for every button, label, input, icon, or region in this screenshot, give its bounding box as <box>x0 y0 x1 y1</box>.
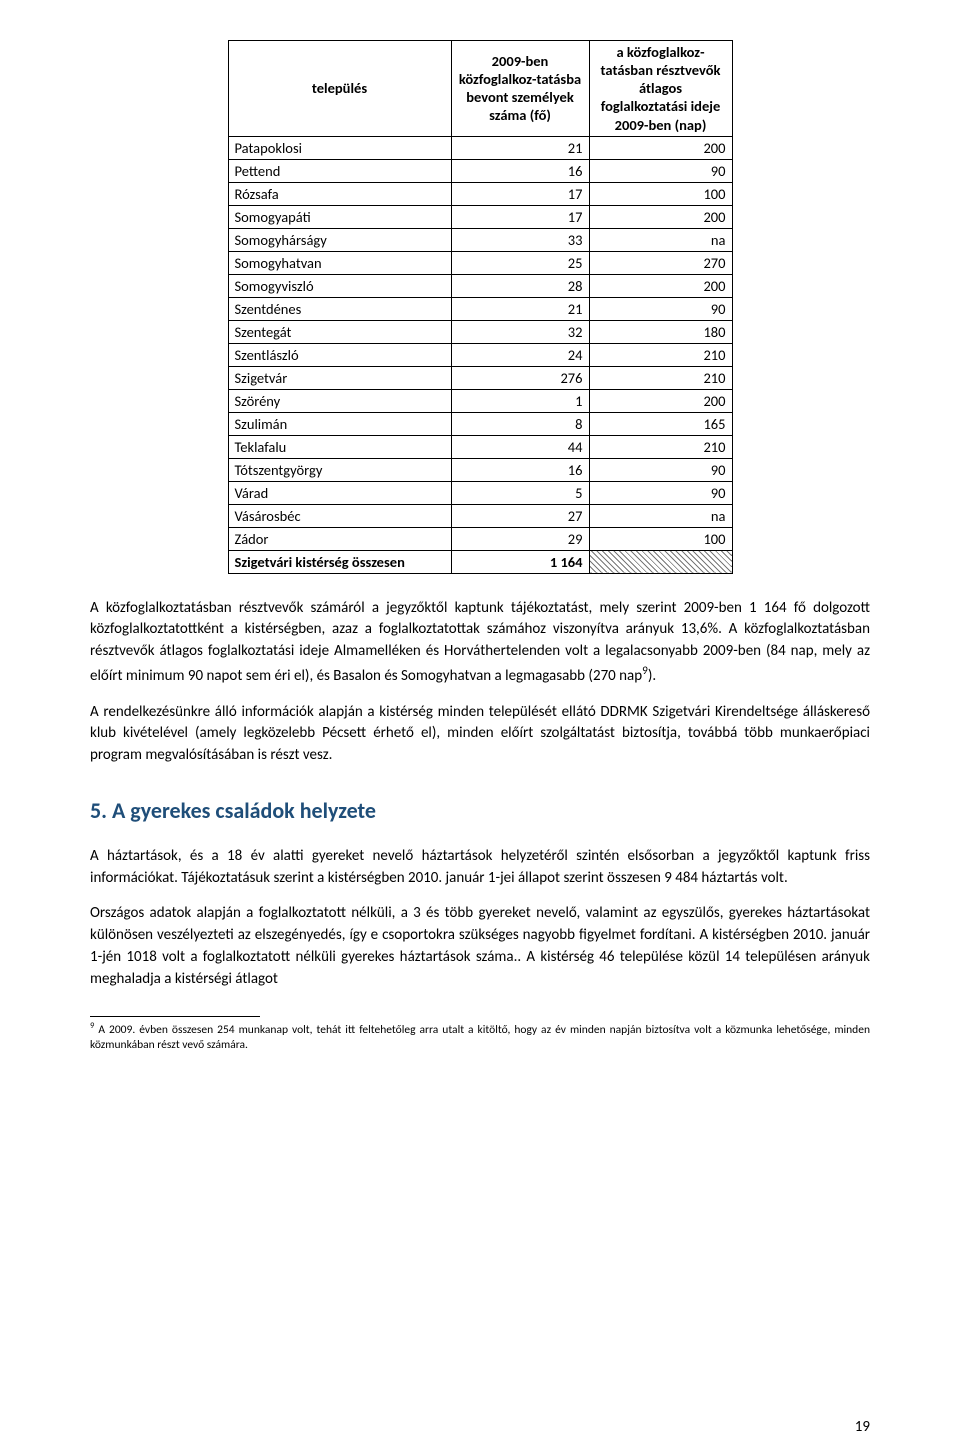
cell-count: 276 <box>451 366 589 389</box>
cell-count: 28 <box>451 274 589 297</box>
paragraph-2: A rendelkezésünkre álló információk alap… <box>90 702 870 767</box>
cell-name: Somogyhatvan <box>228 251 451 274</box>
col-header-settlement: település <box>228 41 451 137</box>
table-row: Szulimán8165 <box>228 412 732 435</box>
cell-name: Szentlászló <box>228 343 451 366</box>
paragraph-4: Országos adatok alapján a foglalkoztatot… <box>90 903 870 990</box>
table-row: Zádor29100 <box>228 527 732 550</box>
table-row: Várad590 <box>228 481 732 504</box>
cell-count: 27 <box>451 504 589 527</box>
cell-count: 25 <box>451 251 589 274</box>
cell-count: 8 <box>451 412 589 435</box>
paragraph-1: A közfoglalkoztatásban résztvevők számár… <box>90 598 870 688</box>
table-row: Szentegát32180 <box>228 320 732 343</box>
table-row: Vásárosbéc27na <box>228 504 732 527</box>
cell-days: 200 <box>589 389 732 412</box>
cell-days: 210 <box>589 435 732 458</box>
cell-days: 200 <box>589 205 732 228</box>
cell-count: 44 <box>451 435 589 458</box>
cell-name: Pettend <box>228 159 451 182</box>
cell-name: Szörény <box>228 389 451 412</box>
cell-days: 200 <box>589 274 732 297</box>
cell-name: Szentegát <box>228 320 451 343</box>
cell-days: 210 <box>589 366 732 389</box>
table-row: Somogyhatvan25270 <box>228 251 732 274</box>
table-row: Szigetvár276210 <box>228 366 732 389</box>
cell-name: Somogyhárságy <box>228 228 451 251</box>
paragraph-3: A háztartások, és a 18 év alatti gyereke… <box>90 846 870 890</box>
cell-total-hatched <box>589 550 732 573</box>
cell-total-count: 1 164 <box>451 550 589 573</box>
cell-days: 200 <box>589 136 732 159</box>
table-row-total: Szigetvári kistérség összesen1 164 <box>228 550 732 573</box>
employment-table: település 2009-ben közfoglalkoz-tatásba … <box>228 40 733 574</box>
table-row: Tótszentgyörgy1690 <box>228 458 732 481</box>
cell-name: Vásárosbéc <box>228 504 451 527</box>
table-row: Somogyapáti17200 <box>228 205 732 228</box>
cell-count: 1 <box>451 389 589 412</box>
table-row: Patapoklosi21200 <box>228 136 732 159</box>
col-header-days: a közfoglalkoz-tatásban résztvevők átlag… <box>589 41 732 137</box>
cell-days: 100 <box>589 527 732 550</box>
footnote-text: 9 A 2009. évben összesen 254 munkanap vo… <box>90 1021 870 1053</box>
table-row: Szentdénes2190 <box>228 297 732 320</box>
cell-name: Várad <box>228 481 451 504</box>
paragraph-1-end: ). <box>648 667 656 685</box>
cell-days: 270 <box>589 251 732 274</box>
paragraph-1-text: A közfoglalkoztatásban résztvevők számár… <box>90 599 870 685</box>
cell-days: 210 <box>589 343 732 366</box>
cell-count: 16 <box>451 159 589 182</box>
cell-name: Patapoklosi <box>228 136 451 159</box>
table-row: Rózsafa17100 <box>228 182 732 205</box>
cell-name: Tótszentgyörgy <box>228 458 451 481</box>
cell-days: 180 <box>589 320 732 343</box>
cell-days: na <box>589 228 732 251</box>
cell-days: 165 <box>589 412 732 435</box>
cell-name: Zádor <box>228 527 451 550</box>
footnote-separator <box>90 1016 260 1017</box>
cell-count: 21 <box>451 136 589 159</box>
section-heading: 5. A gyerekes családok helyzete <box>90 797 870 824</box>
cell-name: Somogyviszló <box>228 274 451 297</box>
table-row: Somogyhárságy33na <box>228 228 732 251</box>
cell-days: na <box>589 504 732 527</box>
cell-count: 33 <box>451 228 589 251</box>
cell-days: 90 <box>589 481 732 504</box>
cell-name: Teklafalu <box>228 435 451 458</box>
cell-days: 90 <box>589 297 732 320</box>
col-header-count: 2009-ben közfoglalkoz-tatásba bevont sze… <box>451 41 589 137</box>
cell-days: 90 <box>589 458 732 481</box>
table-row: Teklafalu44210 <box>228 435 732 458</box>
table-row: Pettend1690 <box>228 159 732 182</box>
footnote-body: A 2009. évben összesen 254 munkanap volt… <box>90 1023 870 1052</box>
table-row: Szentlászló24210 <box>228 343 732 366</box>
cell-name: Szulimán <box>228 412 451 435</box>
cell-total-name: Szigetvári kistérség összesen <box>228 550 451 573</box>
cell-name: Szigetvár <box>228 366 451 389</box>
cell-name: Somogyapáti <box>228 205 451 228</box>
cell-count: 21 <box>451 297 589 320</box>
cell-count: 24 <box>451 343 589 366</box>
cell-count: 32 <box>451 320 589 343</box>
page-number: 19 <box>855 1418 870 1436</box>
cell-days: 100 <box>589 182 732 205</box>
cell-count: 5 <box>451 481 589 504</box>
cell-days: 90 <box>589 159 732 182</box>
cell-count: 29 <box>451 527 589 550</box>
table-row: Somogyviszló28200 <box>228 274 732 297</box>
cell-name: Szentdénes <box>228 297 451 320</box>
cell-name: Rózsafa <box>228 182 451 205</box>
table-row: Szörény1200 <box>228 389 732 412</box>
cell-count: 17 <box>451 205 589 228</box>
cell-count: 17 <box>451 182 589 205</box>
cell-count: 16 <box>451 458 589 481</box>
